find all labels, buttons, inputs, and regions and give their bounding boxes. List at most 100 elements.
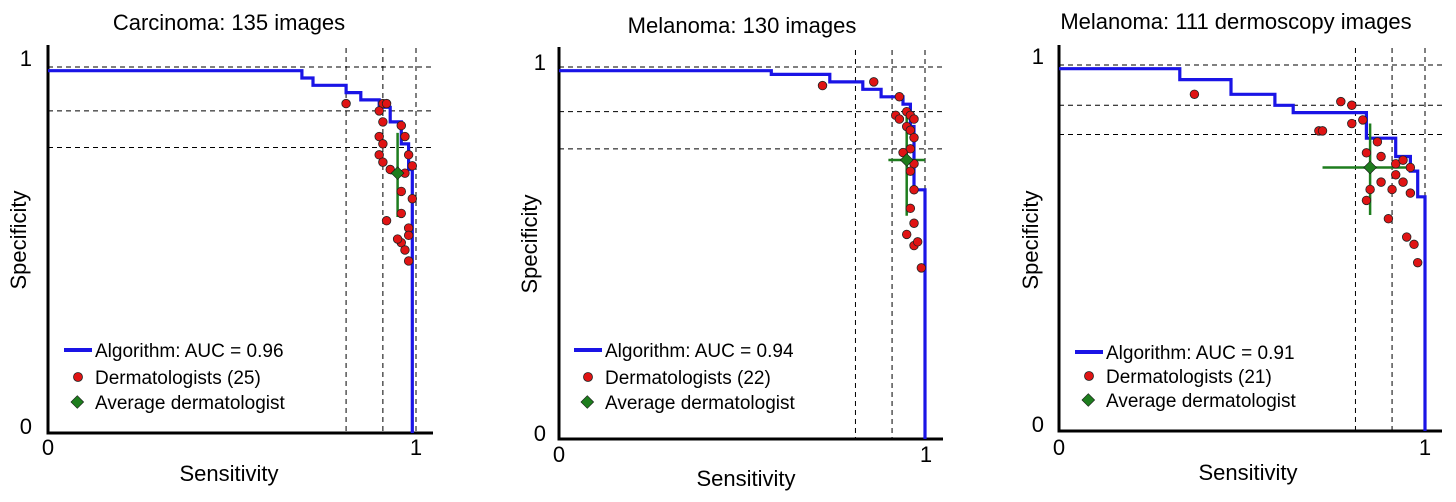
dermatologist-point	[1317, 126, 1328, 136]
dermatologist-point	[894, 114, 905, 124]
dermatologist-point	[374, 106, 384, 116]
dermatologist-point	[392, 234, 403, 244]
legend-average-label: Average dermatologist	[1106, 391, 1296, 412]
dermatologist-point	[912, 237, 923, 247]
dermatologist-point	[396, 186, 406, 197]
chart-title: Carcinoma: 135 images	[113, 10, 345, 35]
dermatologist-point	[403, 256, 414, 266]
chart-panel-1: Carcinoma: 135 images 1 0 0 1 Sensitivit…	[6, 10, 433, 486]
chart-title: Melanoma: 111 dermoscopy images	[1060, 9, 1411, 34]
dermatologist-point	[400, 245, 410, 255]
dermatologist-point	[909, 132, 919, 143]
plot-area	[1057, 45, 1442, 433]
dermatologist-point	[374, 131, 384, 142]
legend: Algorithm: AUC = 0.94 Dermatologists (22…	[574, 341, 795, 414]
dermatologist-point	[378, 117, 388, 127]
y-tick-top: 1	[534, 50, 546, 75]
dermatologist-point	[1358, 115, 1368, 125]
legend-algorithm-label: Algorithm: AUC = 0.94	[605, 341, 794, 362]
dermatologist-point	[1376, 151, 1386, 162]
dermatologist-point	[1398, 155, 1408, 165]
dermatologist-point	[898, 147, 908, 158]
dermatologist-point	[1391, 170, 1401, 180]
legend-dermatologists-label: Dermatologists (25)	[95, 368, 261, 389]
legend: Algorithm: AUC = 0.96 Dermatologists (25…	[64, 341, 285, 414]
dermatologist-point	[902, 229, 912, 240]
dermatologist-point	[905, 166, 916, 176]
legend-average-marker	[580, 395, 595, 409]
dermatologist-point	[905, 125, 916, 135]
legend-dermatologist-marker	[73, 372, 83, 382]
x-axis-label: Sensitivity	[696, 466, 795, 491]
dermatologist-point	[916, 263, 927, 273]
average-dermatologist-marker	[390, 166, 405, 180]
dermatologist-point	[1409, 239, 1419, 250]
plot-area	[557, 47, 943, 441]
legend-dermatologist-marker	[1084, 371, 1094, 381]
dermatologist-point	[817, 80, 828, 91]
roc-curve-line	[48, 69, 414, 433]
dermatologist-point	[1347, 100, 1357, 110]
dermatologist-point	[403, 150, 414, 160]
chart-title: Melanoma: 130 images	[628, 13, 857, 38]
legend-average-label: Average dermatologist	[95, 393, 285, 414]
dermatologist-point	[407, 194, 418, 204]
dermatologist-point	[1347, 118, 1357, 129]
legend: Algorithm: AUC = 0.91 Dermatologists (21…	[1075, 343, 1296, 412]
x-tick-right: 1	[1419, 435, 1431, 460]
dermatologist-point	[909, 218, 919, 228]
dermatologist-point	[1412, 257, 1423, 268]
y-axis-label: Specificity	[6, 190, 31, 289]
x-tick-left: 0	[42, 435, 54, 460]
dermatologist-point	[909, 185, 919, 195]
legend-dermatologists-label: Dermatologists (21)	[1106, 367, 1272, 388]
dermatologist-point	[869, 77, 879, 87]
dermatologist-point	[1391, 159, 1401, 169]
y-tick-top: 1	[20, 46, 32, 71]
dermatologist-point	[1365, 184, 1375, 195]
y-tick-bottom: 0	[534, 421, 546, 446]
x-axis-label: Sensitivity	[179, 461, 278, 486]
legend-average-label: Average dermatologist	[605, 393, 795, 414]
dermatologist-point	[1405, 162, 1416, 173]
average-dermatologist-marker	[899, 153, 914, 167]
legend-average-marker	[70, 395, 85, 409]
dermatologist-point	[378, 139, 388, 149]
dermatologist-point	[381, 98, 392, 109]
dermatologist-point	[1372, 137, 1383, 147]
dermatologist-point	[1398, 177, 1408, 187]
dermatologist-point	[905, 144, 916, 154]
dermatologist-point	[374, 150, 384, 160]
dermatologist-point	[381, 216, 392, 226]
average-dermatologist-marker	[1363, 160, 1377, 175]
dermatologist-point	[1401, 232, 1412, 242]
y-tick-bottom: 0	[1032, 412, 1044, 437]
dermatologist-point	[1361, 148, 1372, 158]
dermatologist-point	[396, 120, 406, 131]
dermatologist-point	[909, 114, 919, 124]
plot-area	[46, 45, 433, 435]
dermatologist-point	[341, 98, 351, 109]
roc-curve-line	[1059, 67, 1427, 431]
dermatologist-point	[905, 203, 916, 214]
legend-average-marker	[1081, 393, 1096, 407]
dermatologist-point	[1189, 89, 1200, 99]
chart-panel-2: Melanoma: 130 images 1 0 0 1 Sensitivity…	[517, 13, 943, 491]
dermatologist-point	[1361, 195, 1372, 206]
dermatologist-point	[1387, 184, 1397, 195]
y-tick-top: 1	[1032, 44, 1044, 69]
legend-dermatologist-marker	[583, 372, 593, 382]
dermatologist-point	[378, 157, 388, 167]
dermatologist-point	[403, 230, 414, 241]
x-tick-right: 1	[410, 435, 422, 460]
dermatologist-point	[1336, 96, 1346, 107]
chart-panel-3: Melanoma: 111 dermoscopy images 1 0 0 1 …	[1018, 9, 1442, 485]
x-tick-right: 1	[920, 442, 932, 467]
x-axis-label: Sensitivity	[1198, 460, 1297, 485]
dermatologist-point	[894, 92, 905, 102]
legend-algorithm-label: Algorithm: AUC = 0.91	[1106, 343, 1295, 364]
dermatologist-point	[400, 131, 410, 142]
legend-dermatologists-label: Dermatologists (22)	[605, 368, 771, 389]
dermatologist-point	[1376, 177, 1386, 187]
